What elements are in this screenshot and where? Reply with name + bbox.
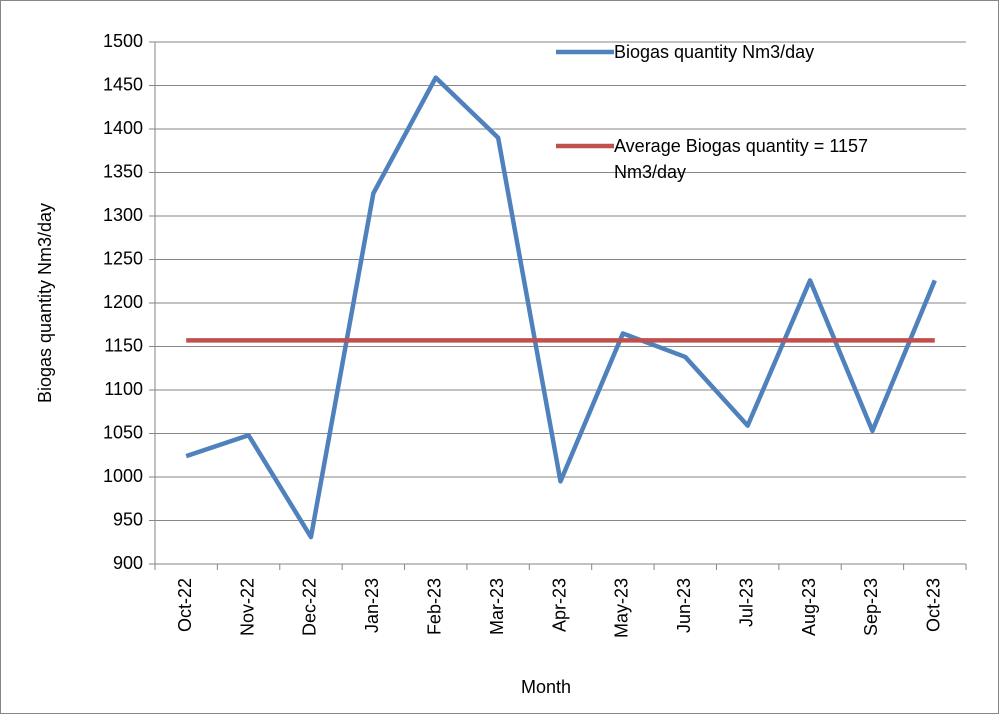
x-tick-label: Oct-22 [175,578,195,632]
y-tick-label: 1450 [103,74,143,94]
y-tick-label: 1400 [103,118,143,138]
y-tick-label: 1500 [103,31,143,51]
x-tick-label: Feb-23 [424,578,444,635]
x-axis-title: Month [521,677,571,697]
x-tick-label: Jan-23 [362,578,382,633]
x-tick-label: Jun-23 [674,578,694,633]
x-tick-label: Apr-23 [549,578,569,632]
y-tick-label: 900 [113,553,143,573]
y-tick-label: 1300 [103,205,143,225]
x-tick-label: Jul-23 [736,578,756,627]
x-tick-label: Nov-22 [237,578,257,636]
legend-label: Average Biogas quantity = 1157 Nm3/day [614,136,869,182]
x-tick-label: Mar-23 [487,578,507,635]
y-tick-label: 1000 [103,466,143,486]
y-tick-label: 1200 [103,292,143,312]
legend-label: Biogas quantity Nm3/day [614,42,815,62]
y-axis-title: Biogas quantity Nm3/day [35,203,55,403]
y-tick-label: 1250 [103,248,143,268]
y-tick-label: 1150 [104,335,143,355]
x-tick-label: Sep-23 [861,578,881,636]
x-tick-label: Oct-23 [924,578,944,632]
y-tick-label: 1100 [104,379,143,399]
y-tick-label: 1050 [103,422,143,442]
x-tick-label: May-23 [612,578,632,638]
x-tick-label: Aug-23 [799,578,819,636]
y-tick-label: 950 [113,509,143,529]
series-line [185,75,937,540]
y-tick-label: 1350 [103,161,143,181]
x-tick-label: Dec-22 [300,578,320,636]
